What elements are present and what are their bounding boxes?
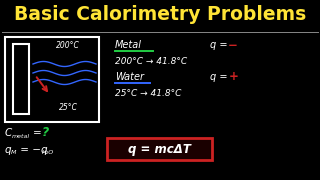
Bar [13, 44, 29, 114]
Text: M: M [11, 150, 16, 156]
Text: metal: metal [12, 134, 30, 138]
Text: Water: Water [115, 72, 144, 82]
Text: 25°C → 41.8°C: 25°C → 41.8°C [115, 89, 181, 98]
Bar [5, 37, 99, 122]
Text: q: q [5, 145, 12, 155]
Text: q = mcΔT: q = mcΔT [128, 143, 190, 156]
Text: C: C [5, 128, 12, 138]
Text: q =: q = [210, 72, 231, 82]
Text: q =: q = [210, 40, 231, 50]
Bar [107, 138, 212, 160]
Text: 25°C: 25°C [59, 103, 77, 112]
Text: +: + [229, 71, 239, 84]
Text: H₂O: H₂O [42, 150, 54, 156]
Text: = −q: = −q [17, 145, 48, 155]
Text: −: − [228, 39, 238, 51]
Text: Basic Calorimetry Problems: Basic Calorimetry Problems [14, 6, 306, 24]
Text: Metal: Metal [115, 40, 142, 50]
Text: 200°C: 200°C [56, 40, 80, 50]
Text: ?: ? [42, 127, 49, 140]
Text: 200°C → 41.8°C: 200°C → 41.8°C [115, 57, 187, 66]
Text: =: = [33, 128, 45, 138]
